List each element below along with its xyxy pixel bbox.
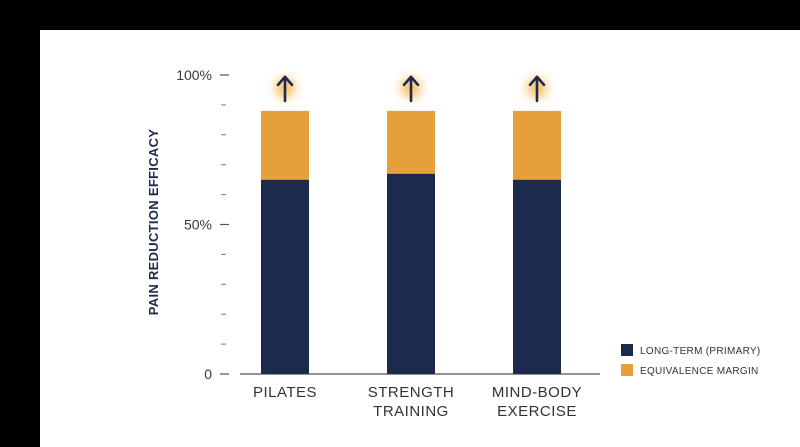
legend-label: LONG-TERM (PRIMARY) — [640, 346, 761, 357]
legend-swatch — [621, 364, 633, 376]
legend-label: EQUIVALENCE MARGIN — [640, 366, 759, 377]
y-tick-label: 50% — [184, 217, 212, 233]
legend-swatch — [621, 344, 633, 356]
bar-segment-equivalence-margin — [261, 110, 309, 180]
up-arrow-icon — [528, 75, 546, 103]
y-tick-label: 0 — [204, 366, 212, 382]
bar-segment-long-term — [261, 179, 309, 374]
bar-segment-long-term — [513, 179, 561, 374]
y-axis-title: PAIN REDUCTION EFFICACY — [146, 129, 161, 316]
up-arrow-icon — [276, 75, 294, 103]
bar-segment-long-term — [387, 173, 435, 374]
y-axis-title-group: PAIN REDUCTION EFFICACY — [146, 129, 161, 316]
x-category-label: STRENGTH TRAINING — [368, 384, 455, 420]
up-arrow-icon — [402, 75, 420, 103]
x-category-label: PILATES — [253, 384, 317, 401]
bar-segment-equivalence-margin — [387, 110, 435, 174]
bar-chart: PAIN REDUCTION EFFICACY 0 50% 100% PILATES… — [146, 67, 761, 420]
chart-panel: PAIN REDUCTION EFFICACY 0 50% 100% PILATES… — [40, 30, 800, 447]
bar-segment-equivalence-margin — [513, 110, 561, 180]
y-tick-label: 100% — [176, 67, 212, 83]
x-category-label: MIND-BODY EXERCISE — [492, 384, 582, 420]
